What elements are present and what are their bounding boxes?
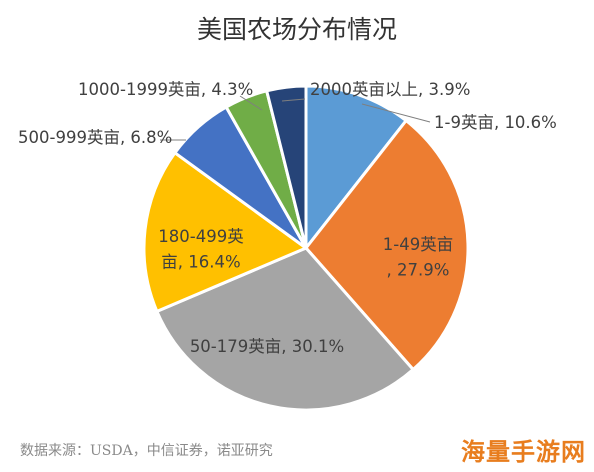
leader-line-0 xyxy=(361,103,431,123)
slice-label-3: 180-499英亩, 16.4% xyxy=(158,227,243,272)
source-note: 数据来源：USDA，中信证券，诺亚研究 xyxy=(20,443,273,459)
watermark: 海量手游网 xyxy=(461,438,586,466)
slice-label-1: 1-49英亩, 27.9% xyxy=(383,235,453,280)
leader-line-6 xyxy=(281,98,306,102)
pie-slice-6 xyxy=(265,84,308,250)
slice-label-4: 500-999英亩, 6.8% xyxy=(18,128,172,147)
pie-slice-0 xyxy=(304,84,408,250)
pie-slices xyxy=(142,84,470,412)
pie-slice-2 xyxy=(155,246,415,412)
slice-label-6: 2000英亩以上, 3.9% xyxy=(310,80,470,99)
leader-lines xyxy=(160,95,431,141)
chart-title: 美国农场分布情况 xyxy=(196,15,397,44)
slice-labels: 1-9英亩, 10.6% 1-49英亩, 27.9% 50-179英亩, 30.1%… xyxy=(18,80,557,356)
pie-slice-3 xyxy=(142,151,308,313)
leader-line-5 xyxy=(239,95,263,111)
slice-label-5: 1000-1999英亩, 4.3% xyxy=(78,80,253,99)
pie-slice-1 xyxy=(304,119,470,372)
slice-label-0: 1-9英亩, 10.6% xyxy=(434,113,557,132)
slice-label-2: 50-179英亩, 30.1% xyxy=(190,337,344,356)
